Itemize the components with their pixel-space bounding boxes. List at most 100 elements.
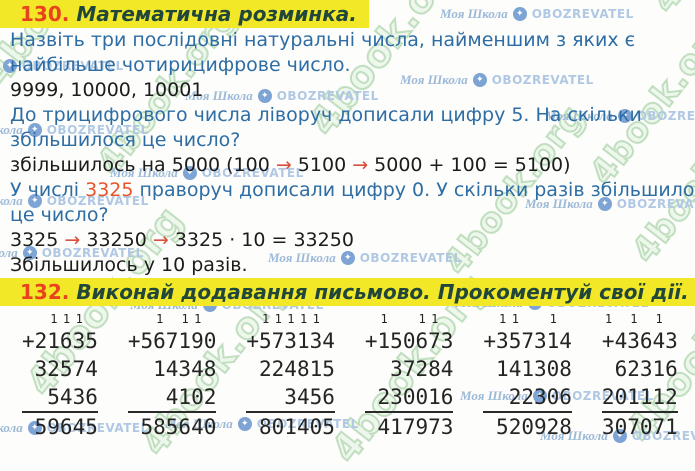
text-segment: 5100 bbox=[291, 154, 353, 176]
obozrevatel-icon bbox=[617, 109, 632, 123]
obozrevatel-icon bbox=[532, 389, 547, 403]
addend-row-underlined: 3456 bbox=[246, 383, 335, 413]
addend-row: +573134 bbox=[246, 329, 335, 353]
text-segment: 3325 · 10 = 33250 bbox=[168, 229, 354, 251]
addend-row: 37284 bbox=[364, 357, 454, 381]
addend-row: 14348 bbox=[127, 357, 217, 381]
obozrevatel-icon bbox=[27, 123, 42, 137]
task-130-number: 130. bbox=[20, 2, 70, 26]
obozrevatel-label: OBOZREVATEL bbox=[21, 59, 124, 73]
sum-row: 307071 bbox=[601, 415, 678, 439]
arrow-right-icon: → bbox=[275, 154, 292, 176]
sum-row: 585640 bbox=[127, 415, 217, 439]
obozrevatel-icon bbox=[472, 73, 487, 87]
addend-row-underlined: 201112 bbox=[601, 383, 678, 413]
addition-problem-6: 1 1 1 +43643 62316 201112 307071 bbox=[601, 312, 678, 441]
arrow-right-icon: → bbox=[352, 154, 369, 176]
obozrevatel-label: OBOZREVATEL bbox=[359, 251, 462, 265]
moya-shkola-label: Моя Школа bbox=[460, 388, 528, 403]
answer-130-1: 9999, 10000, 10001 bbox=[10, 79, 204, 101]
obozrevatel-watermark: Моя Школа OBOZREVATEL bbox=[400, 72, 594, 88]
addend-row: +567190 bbox=[127, 329, 217, 353]
moya-shkola-label: Моя Школа bbox=[525, 196, 593, 211]
obozrevatel-label: OBOZREVATEL bbox=[551, 389, 654, 403]
addend-row-underlined: 4102 bbox=[127, 383, 217, 413]
task-132-number: 132. bbox=[20, 280, 70, 304]
obozrevatel-icon bbox=[22, 246, 37, 260]
obozrevatel-watermark: Моя Школа OBOZREVATEL bbox=[440, 6, 634, 22]
sum-row: 417973 bbox=[364, 415, 454, 439]
obozrevatel-watermark: Моя Школа OBOZREVATEL bbox=[460, 388, 654, 404]
obozrevatel-watermark: Моя Школа OBOZREVATEL bbox=[165, 416, 359, 432]
moya-shkola-label: Моя Школа bbox=[185, 88, 253, 103]
question-130-1-line-1: Назвіть три послідовні натуральні числа,… bbox=[10, 29, 636, 51]
obozrevatel-icon bbox=[597, 197, 612, 211]
moya-shkola-label: Моя Школа bbox=[110, 165, 178, 180]
question-130-1-line-2: найбільше чотирицифрове число. bbox=[10, 54, 351, 76]
obozrevatel-watermark: Моя Школа OBOZREVATEL bbox=[0, 122, 149, 138]
obozrevatel-watermark: Моя Школа OBOZREVATEL bbox=[545, 108, 695, 124]
task-130-title: Математична розминка. bbox=[76, 2, 357, 26]
moya-shkola-label: Моя Школа bbox=[165, 416, 233, 431]
addend-row: 32574 bbox=[22, 357, 98, 381]
obozrevatel-watermark: Моя Школа OBOZREVATEL bbox=[525, 196, 695, 212]
obozrevatel-label: OBOZREVATEL bbox=[256, 417, 359, 431]
obozrevatel-label: OBOZREVATEL bbox=[491, 73, 594, 87]
addend-row-underlined: 230016 bbox=[364, 383, 454, 413]
moya-shkola-label: Моя Школа bbox=[0, 420, 23, 435]
moya-shkola-label: Моя Школа bbox=[440, 6, 508, 21]
obozrevatel-label: OBOZREVATEL bbox=[276, 89, 379, 103]
obozrevatel-watermark: Моя Школа OBOZREVATEL bbox=[0, 245, 144, 261]
obozrevatel-watermark: Моя Школа OBOZREVATEL bbox=[185, 88, 379, 104]
sum-row: 801405 bbox=[246, 415, 335, 439]
moya-shkola-label: Моя Школа bbox=[400, 72, 468, 87]
obozrevatel-icon bbox=[2, 59, 17, 73]
moya-shkola-label: Моя Школа bbox=[545, 108, 613, 123]
task-132-header: 132. Виконай додавання письмово. Прокомен… bbox=[0, 278, 695, 306]
addend-row: +357314 bbox=[483, 329, 572, 353]
obozrevatel-label: OBOZREVATEL bbox=[531, 7, 634, 21]
addition-problem-5: 11 1 +357314 141308 22306 520928 bbox=[483, 312, 572, 441]
addition-problems: 111 +21635 32574 5436 59645 1 11 +567190… bbox=[0, 312, 695, 441]
obozrevatel-icon bbox=[27, 194, 42, 208]
addend-row: 62316 bbox=[601, 357, 678, 381]
addition-problem-3: 11111 +573134 224815 3456 801405 bbox=[246, 312, 335, 441]
carry-line: 11 1 bbox=[486, 312, 563, 326]
obozrevatel-watermark: Моя Школа OBOZREVATEL bbox=[540, 428, 695, 444]
obozrevatel-icon bbox=[182, 166, 197, 180]
obozrevatel-label: OBOZREVATEL bbox=[636, 109, 695, 123]
addend-row-underlined: 5436 bbox=[22, 383, 98, 413]
obozrevatel-icon bbox=[612, 429, 627, 443]
question-130-2-line-1: До трицифрового числа ліворуч дописали ц… bbox=[10, 104, 642, 126]
addition-problem-4: 1 11 +150673 37284 230016 417973 bbox=[364, 312, 454, 441]
text-segment: збільшилось на 5000 (100 bbox=[10, 154, 276, 176]
answer-130-3-note: Збільшилось у 10 разів. bbox=[10, 254, 248, 276]
task-130-header: 130. Математична розминка. bbox=[0, 0, 369, 28]
addend-row: +43643 bbox=[601, 329, 678, 353]
obozrevatel-icon bbox=[27, 421, 42, 435]
obozrevatel-icon bbox=[237, 417, 252, 431]
carry-line: 11111 bbox=[249, 312, 326, 326]
text-segment: 33250 bbox=[80, 229, 153, 251]
moya-shkola-label: Моя Школа bbox=[0, 193, 23, 208]
sum-row: 59645 bbox=[22, 415, 98, 439]
carry-line: 1 11 bbox=[367, 312, 444, 326]
sum-row: 520928 bbox=[483, 415, 572, 439]
obozrevatel-watermark: Моя Школа OBOZREVATEL bbox=[0, 420, 149, 436]
text-segment: 3325 bbox=[10, 229, 65, 251]
question-130-3-line-1: У числі 3325 праворуч дописали цифру 0. … bbox=[0, 178, 695, 203]
moya-shkola-label: Моя Школа bbox=[0, 245, 18, 260]
obozrevatel-label: OBOZREVATEL bbox=[46, 123, 149, 137]
moya-shkola-label: Моя Школа bbox=[0, 122, 23, 137]
addend-row: 224815 bbox=[246, 357, 335, 381]
obozrevatel-label: OBOZREVATEL bbox=[616, 197, 695, 211]
arrow-right-icon: → bbox=[152, 229, 169, 251]
text-segment: У числі bbox=[10, 179, 86, 201]
task-132-title: Виконай додавання письмово. Прокоментуй … bbox=[76, 280, 689, 304]
obozrevatel-watermark: Моя Школа OBOZREVATEL bbox=[110, 165, 304, 181]
question-130-2-line-2: збільшилося це число? bbox=[10, 129, 241, 151]
addend-row: +21635 bbox=[22, 329, 98, 353]
answer-130-3: 3325 → 33250 → 3325 · 10 = 33250 bbox=[0, 228, 695, 253]
text-segment: праворуч дописали цифру 0. У скільки раз… bbox=[133, 179, 695, 201]
obozrevatel-icon bbox=[512, 7, 527, 21]
